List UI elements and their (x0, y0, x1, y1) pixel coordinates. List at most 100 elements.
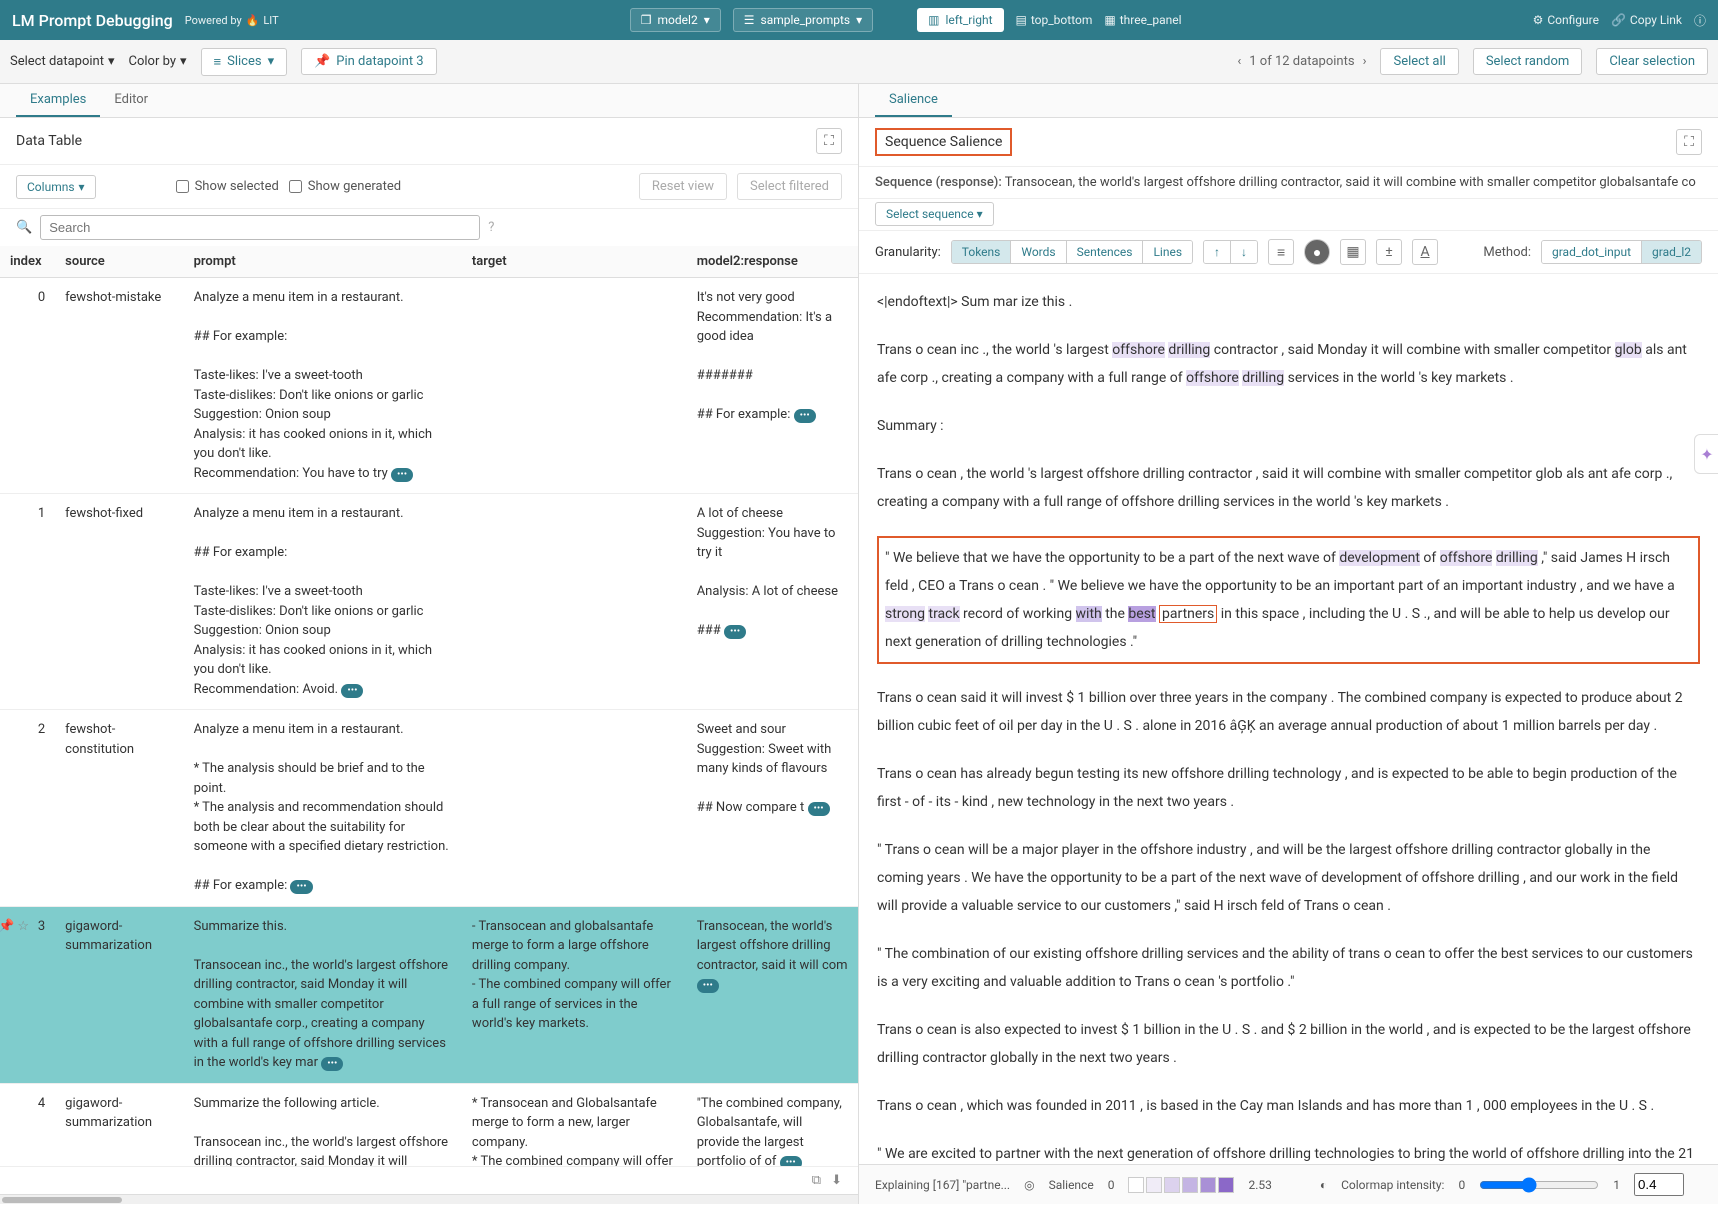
gran-tokens[interactable]: Tokens (952, 241, 1012, 263)
tab-salience[interactable]: Salience (875, 84, 952, 117)
show-selected-checkbox[interactable]: Show selected (176, 179, 279, 194)
chevron-left-icon[interactable]: ‹ (1237, 54, 1241, 69)
para: Trans o cean , which was founded in 2011… (877, 1092, 1700, 1120)
show-generated-checkbox[interactable]: Show generated (289, 179, 401, 194)
method-label: Method: (1483, 245, 1531, 260)
grid-icon[interactable]: ▦ (1340, 239, 1366, 265)
pin-icon: 📌 (314, 54, 330, 69)
target-icon: ◎ (1024, 1178, 1034, 1192)
layout-icon: ▥ (928, 13, 939, 27)
para-highlighted: " We believe that we have the opportunit… (877, 536, 1700, 664)
toggle-icon[interactable]: ● (1304, 239, 1330, 265)
ellipsis-badge: ••• (321, 1057, 343, 1071)
side-handle-icon[interactable]: ✦ (1694, 434, 1718, 474)
expand-icon[interactable]: ⛶ (816, 128, 842, 154)
ellipsis-badge: ••• (794, 409, 816, 423)
ellipsis-badge: ••• (780, 1156, 802, 1166)
copy-icon[interactable]: ⧉ (812, 1173, 821, 1188)
clear-selection-button[interactable]: Clear selection (1596, 48, 1708, 75)
para: " The combination of our existing offsho… (877, 940, 1700, 996)
ellipsis-badge: ••• (808, 802, 830, 816)
col-response[interactable]: model2:response (687, 246, 858, 278)
salience-text-body: <|endoftext|> Sum mar ize this . Trans o… (859, 274, 1718, 1164)
text-color-icon[interactable]: A (1412, 239, 1438, 265)
table-row[interactable]: 2fewshot-constitutionAnalyze a menu item… (0, 710, 858, 907)
cell-index: 📌 ☆3 (0, 906, 55, 1083)
sequence-label: Sequence (response): (875, 175, 1002, 190)
table-row[interactable]: 📌 ☆3gigaword-summarizationSummarize this… (0, 906, 858, 1083)
para: " Trans o cean will be a major player in… (877, 836, 1700, 920)
app-title: LM Prompt Debugging (12, 11, 173, 30)
table-row[interactable]: 0fewshot-mistakeAnalyze a menu item in a… (0, 278, 858, 494)
cell-source: fewshot-mistake (55, 278, 183, 494)
colormap-slider[interactable] (1479, 1177, 1599, 1193)
colormap-label: Colormap intensity: (1341, 1178, 1444, 1192)
cell-target: * Transocean and Globalsantafe merge to … (462, 1083, 687, 1166)
cell-prompt: Analyze a menu item in a restaurant. ## … (184, 278, 462, 494)
dataset-dropdown[interactable]: ☰ sample_prompts ▾ (733, 8, 873, 32)
pin-datapoint-button[interactable]: 📌 Pin datapoint 3 (301, 48, 437, 75)
para: Trans o cean has already begun testing i… (877, 760, 1700, 816)
cell-source: fewshot-fixed (55, 494, 183, 710)
cell-response: It's not very goodRecommendation: It's a… (687, 278, 858, 494)
model-dropdown[interactable]: ❒ model2 ▾ (630, 8, 721, 32)
color-by-dropdown[interactable]: Color by ▾ (129, 54, 187, 69)
reset-view-button[interactable]: Reset view (639, 173, 727, 200)
sequence-salience-title: Sequence Salience (875, 128, 1012, 156)
arrow-buttons: ↑ ↓ (1203, 240, 1258, 264)
copy-link[interactable]: 🔗 Copy Link (1611, 13, 1682, 27)
gran-sentences[interactable]: Sentences (1067, 241, 1144, 263)
pin-star-icons[interactable]: 📌 ☆ (0, 917, 29, 937)
col-target[interactable]: target (462, 246, 687, 278)
colormap-value-input[interactable] (1634, 1173, 1684, 1196)
layout-left-right[interactable]: ▥ left_right (917, 8, 1003, 32)
layout-top-bottom[interactable]: ▤ top_bottom (1016, 13, 1093, 27)
select-random-button[interactable]: Select random (1473, 48, 1583, 75)
gran-words[interactable]: Words (1011, 241, 1066, 263)
swatch (1146, 1177, 1162, 1193)
sign-icon[interactable]: ± (1376, 239, 1402, 265)
chevron-down-icon: ▾ (180, 54, 187, 69)
layout-icon: ▦ (1104, 13, 1115, 27)
help-icon[interactable]: ? (488, 220, 494, 235)
columns-button[interactable]: Columns ▾ (16, 175, 96, 199)
arrow-down-icon[interactable]: ↓ (1231, 241, 1257, 263)
configure-link[interactable]: ⚙ Configure (1533, 13, 1599, 27)
chevron-right-icon[interactable]: › (1363, 54, 1367, 69)
ellipsis-badge: ••• (697, 979, 719, 993)
help-icon[interactable]: ⓘ (1694, 12, 1706, 29)
ellipsis-badge: ••• (290, 880, 312, 894)
table-row[interactable]: 4gigaword-summarizationSummarize the fol… (0, 1083, 858, 1166)
tab-editor[interactable]: Editor (100, 84, 162, 117)
arrow-up-icon[interactable]: ↑ (1204, 241, 1231, 263)
select-sequence-button[interactable]: Select sequence ▾ (875, 202, 994, 226)
col-source[interactable]: source (55, 246, 183, 278)
granularity-buttons: Tokens Words Sentences Lines (951, 240, 1193, 264)
table-row[interactable]: 1fewshot-fixedAnalyze a menu item in a r… (0, 494, 858, 710)
download-icon[interactable]: ⬇ (831, 1173, 842, 1188)
cell-index: 1 (0, 494, 55, 710)
select-all-button[interactable]: Select all (1380, 48, 1458, 75)
tab-examples[interactable]: Examples (16, 84, 100, 117)
col-index[interactable]: index (0, 246, 55, 278)
density-icon[interactable]: ≡ (1268, 239, 1294, 265)
para: Trans o cean , the world 's largest offs… (877, 460, 1700, 516)
gran-lines[interactable]: Lines (1143, 241, 1192, 263)
expand-icon[interactable]: ⛶ (1676, 129, 1702, 155)
horizontal-scrollbar[interactable] (0, 1194, 858, 1204)
layout-icon: ▤ (1016, 13, 1027, 27)
cell-target (462, 710, 687, 907)
method-grad-l2[interactable]: grad_l2 (1642, 241, 1701, 263)
method-grad-dot[interactable]: grad_dot_input (1542, 241, 1642, 263)
layout-three-panel[interactable]: ▦ three_panel (1104, 13, 1181, 27)
search-input[interactable] (40, 215, 480, 240)
cell-prompt: Analyze a menu item in a restaurant. ## … (184, 494, 462, 710)
sequence-text: Transocean, the world's largest offshore… (1005, 175, 1696, 190)
selected-token[interactable]: partners (1159, 605, 1217, 623)
col-prompt[interactable]: prompt (184, 246, 462, 278)
select-datapoint-dropdown[interactable]: Select datapoint ▾ (10, 54, 115, 69)
slices-button[interactable]: ≡ Slices ▾ (201, 48, 288, 76)
colormap-icon: ◐ (1320, 1178, 1327, 1192)
chevron-down-icon: ▾ (977, 207, 983, 221)
select-filtered-button[interactable]: Select filtered (737, 173, 842, 200)
